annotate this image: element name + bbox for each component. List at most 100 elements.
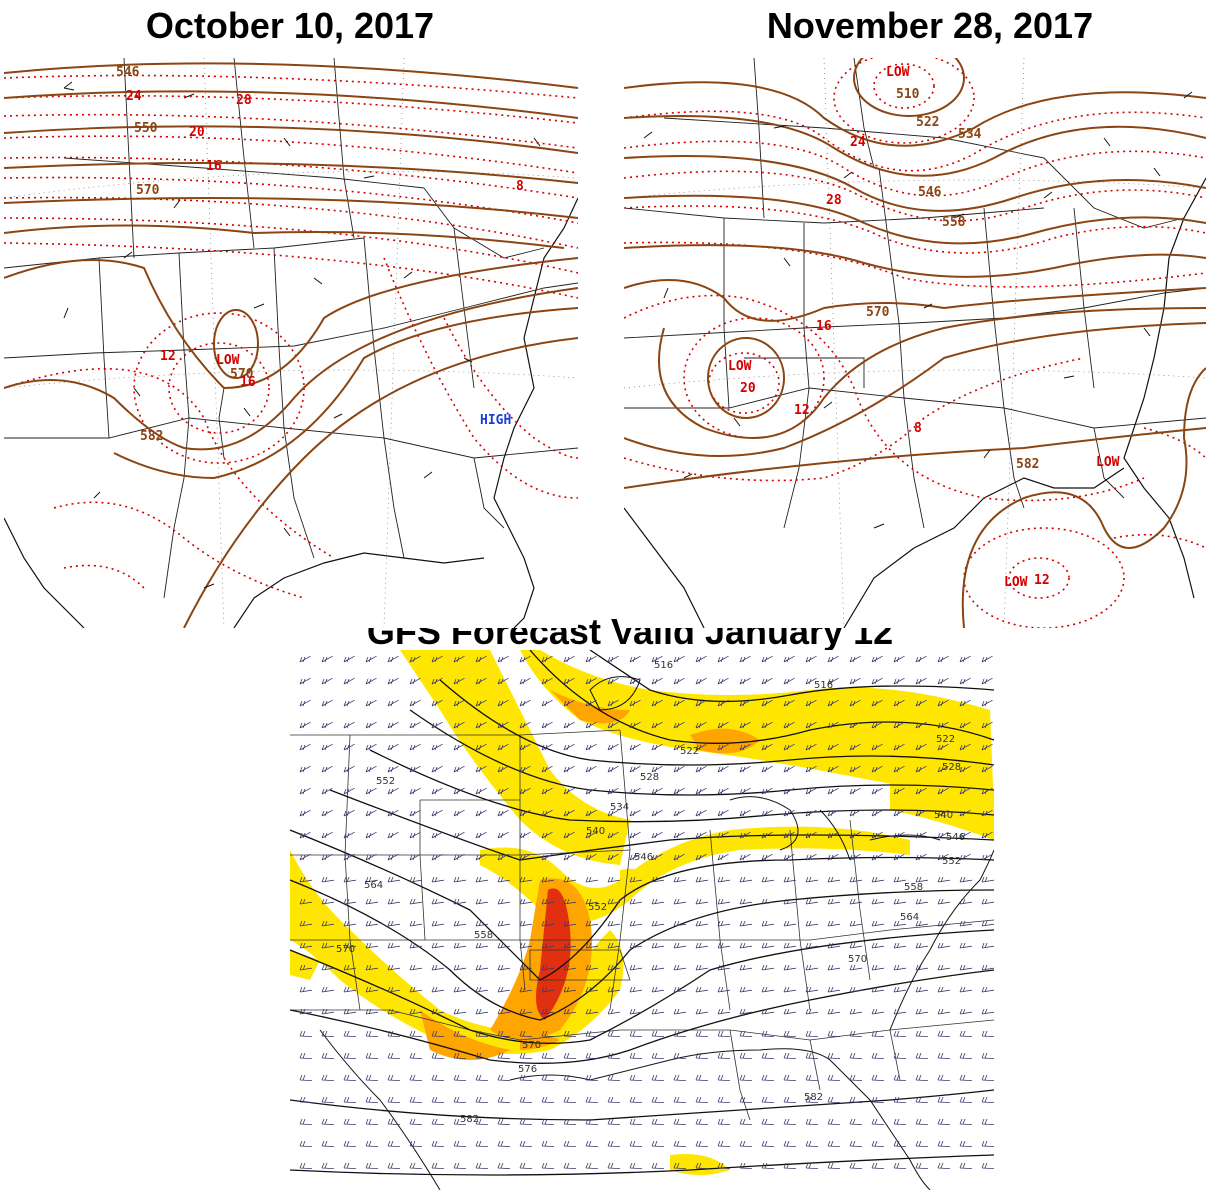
- wind-barb: [431, 831, 443, 839]
- wind-barb: [475, 853, 487, 861]
- wind-barb: [915, 1008, 928, 1015]
- wind-barb: [959, 1008, 972, 1015]
- wind-barb: [453, 787, 465, 795]
- wind-barb: [783, 898, 796, 905]
- wind-barb: [695, 1008, 708, 1015]
- wind-barb: [541, 1052, 555, 1059]
- wind-barb: [585, 986, 598, 993]
- wind-barb: [695, 655, 707, 663]
- wind-barb: [519, 920, 532, 927]
- wind-barb: [387, 1118, 401, 1125]
- wind-barb: [893, 809, 905, 817]
- wind-barb: [717, 1030, 731, 1037]
- wind-barb: [541, 1008, 554, 1015]
- wind-barb: [827, 1008, 840, 1015]
- wind-barb: [387, 920, 400, 927]
- wind-barb: [497, 1030, 511, 1037]
- wind-barb: [607, 1052, 621, 1059]
- wind-barb: [607, 898, 620, 905]
- wind-barb: [343, 1008, 356, 1015]
- wind-barb: [761, 1030, 775, 1037]
- wind-barb: [717, 831, 729, 839]
- wind-barb: [673, 1052, 687, 1059]
- wind-barb: [849, 942, 862, 949]
- wind-barb: [871, 1140, 885, 1147]
- wind-barb: [541, 942, 554, 949]
- height-contours-oct: [4, 62, 578, 628]
- wind-barb: [981, 765, 993, 773]
- wind-barb: [937, 1162, 951, 1169]
- wind-barb: [871, 1008, 884, 1015]
- wind-barb: [453, 964, 466, 971]
- wind-barb: [365, 898, 378, 905]
- wind-barb: [893, 920, 906, 927]
- wind-barb: [805, 898, 818, 905]
- wind-barb: [805, 1030, 819, 1037]
- wind-barb: [431, 1008, 444, 1015]
- wind-barb: [827, 677, 839, 685]
- wind-barb: [805, 831, 817, 839]
- wind-barb: [475, 1074, 489, 1081]
- wind-barbs-oct: [63, 81, 541, 589]
- wind-barb: [871, 876, 884, 883]
- wind-barb: [915, 831, 927, 839]
- wind-barb: [519, 1140, 533, 1147]
- wind-barb: [497, 831, 509, 839]
- wind-barb: [431, 920, 444, 927]
- wind-barb: [673, 1118, 687, 1125]
- wind-barb: [849, 964, 862, 971]
- wind-barb: [321, 677, 333, 685]
- wind-barb: [497, 1074, 511, 1081]
- wind-barb: [893, 1052, 907, 1059]
- wind-barb: [475, 920, 488, 927]
- wind-barb: [299, 1096, 313, 1103]
- wind-barb: [453, 1030, 467, 1037]
- wind-barb: [849, 1140, 863, 1147]
- wind-barb: [299, 677, 311, 685]
- wind-barb: [937, 964, 950, 971]
- wind-barb: [431, 655, 443, 663]
- wind-barb: [343, 986, 356, 993]
- contour-label: 582: [460, 1114, 479, 1125]
- wind-barb: [343, 721, 355, 729]
- wind-barb: [981, 831, 993, 839]
- wind-barb: [651, 677, 663, 685]
- wind-barb: [651, 721, 663, 729]
- wind-barb: [321, 1008, 334, 1015]
- wind-barb: [497, 1052, 511, 1059]
- wind-barb: [541, 787, 553, 795]
- wind-barb: [783, 831, 795, 839]
- low-pressure-label: LOW: [728, 359, 752, 374]
- wind-barb: [519, 1118, 533, 1125]
- contour-label: 552: [588, 902, 607, 913]
- wind-barb: [343, 787, 355, 795]
- wind-barb: [849, 1162, 863, 1169]
- wind-barb: [739, 1052, 753, 1059]
- wind-barb: [717, 920, 730, 927]
- contour-label: 564: [364, 880, 383, 891]
- wind-barb: [497, 1162, 511, 1169]
- wind-barb: [607, 1140, 621, 1147]
- wind-barb: [497, 1096, 511, 1103]
- wind-barb: [893, 743, 905, 751]
- wind-barb: [651, 1118, 665, 1125]
- wind-barb: [607, 787, 619, 795]
- wind-barb: [563, 1008, 576, 1015]
- wind-barb: [497, 1140, 511, 1147]
- wind-barb: [981, 1118, 994, 1125]
- wind-barb: [805, 964, 818, 971]
- temp-label: 8: [516, 179, 524, 194]
- wind-barb: [585, 1030, 599, 1037]
- wind-barb: [387, 765, 399, 773]
- wind-barb: [937, 986, 950, 993]
- wind-barb: [673, 920, 686, 927]
- wind-barb: [937, 898, 950, 905]
- wind-barb: [409, 1030, 423, 1037]
- wind-barb: [541, 964, 554, 971]
- wind-barb: [673, 1162, 687, 1169]
- wind-barb: [893, 831, 905, 839]
- wind-barb: [475, 677, 487, 685]
- wind-barb: [629, 898, 642, 905]
- wind-barb: [761, 942, 774, 949]
- contour-label: 570: [848, 954, 867, 965]
